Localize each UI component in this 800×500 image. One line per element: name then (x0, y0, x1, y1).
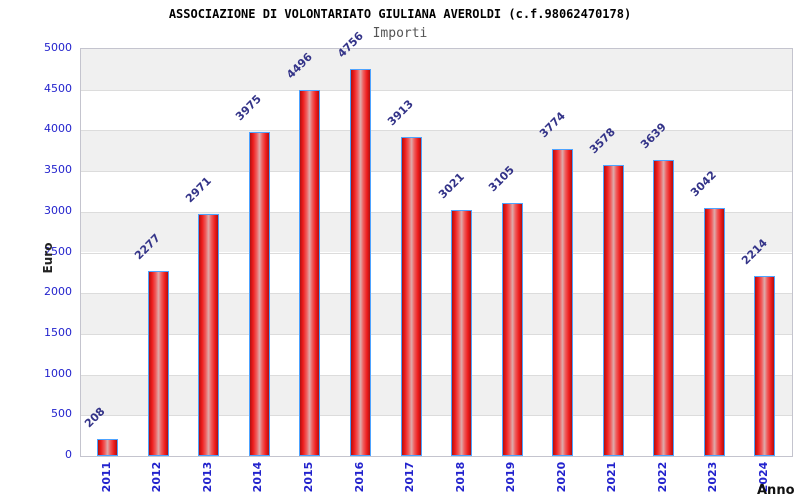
y-tick-label: 4500 (44, 81, 72, 95)
y-tick-label: 0 (65, 448, 72, 461)
x-tick-label-2015: 2015 (301, 461, 315, 493)
bar-2024 (754, 275, 776, 456)
y-tick-label: 3500 (44, 163, 72, 177)
gridline (81, 415, 792, 417)
x-tick-label-2016: 2016 (352, 461, 366, 493)
y-tick-label: 2500 (44, 244, 72, 258)
y-tick-label: 4000 (44, 122, 72, 136)
bar-2014 (248, 132, 270, 456)
gridline (81, 211, 792, 213)
plot-band (81, 333, 792, 375)
x-tick-label-2023: 2023 (706, 461, 720, 493)
y-tick-label: 1000 (44, 366, 72, 380)
bar-2019 (501, 203, 523, 456)
x-tick-label-2014: 2014 (251, 461, 265, 493)
x-tick-label-2019: 2019 (504, 461, 518, 493)
x-tick-label-2013: 2013 (200, 461, 214, 493)
x-tick-label-2011: 2011 (99, 461, 113, 493)
bar-2023 (703, 208, 725, 456)
y-axis-label: Euro (41, 242, 55, 274)
x-tick-label-2017: 2017 (403, 461, 417, 493)
gridline (81, 171, 792, 173)
chart-title: ASSOCIAZIONE DI VOLONTARIATO GIULIANA AV… (168, 7, 632, 21)
x-axis-label: Anno (757, 483, 795, 498)
y-tick-label: 1500 (44, 325, 72, 339)
x-tick-label-2021: 2021 (605, 461, 619, 493)
plot-band (81, 415, 792, 456)
plot-area: 208 2277 2971 3975 4496 4756 3913 3021 3105 3774 3… (80, 29, 793, 457)
x-tick-label-2020: 2020 (554, 461, 568, 493)
gridline (81, 89, 792, 91)
y-tick-label: 2000 (44, 285, 72, 299)
bar-2021 (602, 164, 624, 456)
plot-band (81, 374, 792, 416)
bar-2015 (299, 90, 321, 456)
bar-2020 (552, 148, 574, 456)
gridline (81, 293, 792, 295)
gridline (81, 252, 792, 254)
bar-2022 (653, 159, 675, 456)
bar-2011 (97, 439, 119, 456)
bar-2013 (198, 214, 220, 456)
plot-band (81, 293, 792, 334)
x-tick-label-2012: 2012 (150, 461, 164, 493)
y-tick-label: 3000 (44, 203, 72, 217)
plot-band (81, 211, 792, 253)
y-tick-label: 5000 (44, 41, 72, 54)
gridline (81, 374, 792, 376)
chart-subtitle: Importi (372, 26, 428, 41)
x-tick-label-2018: 2018 (453, 461, 467, 493)
bar-2012 (147, 270, 169, 456)
plot-band (81, 252, 792, 294)
gridline (81, 333, 792, 335)
bar-2016 (350, 68, 371, 456)
plot-band (81, 49, 792, 90)
plot-band (81, 89, 792, 131)
bar-2017 (400, 137, 422, 456)
bar-2018 (451, 210, 473, 456)
gridline (81, 130, 792, 132)
y-tick-label: 500 (51, 407, 72, 421)
x-tick-label-2022: 2022 (655, 461, 669, 493)
plot-band (81, 130, 792, 172)
